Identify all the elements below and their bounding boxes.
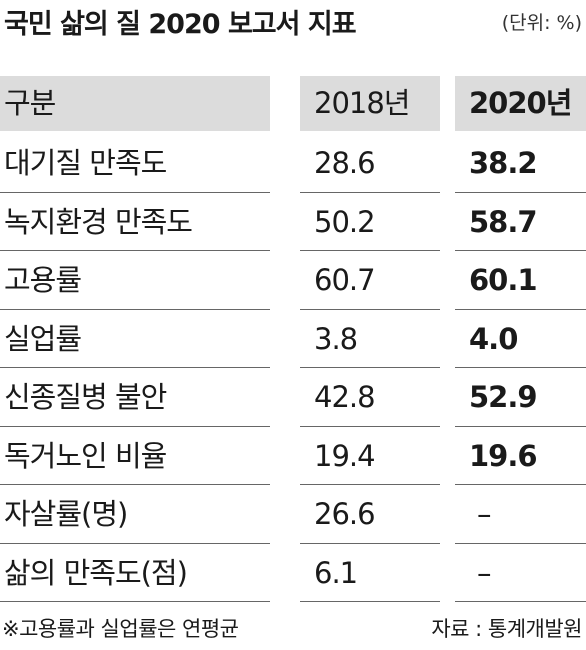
row-separator: [0, 367, 270, 368]
row-label: 대기질 만족도: [4, 146, 167, 180]
cell-value: 52.9: [469, 380, 538, 414]
title: 국민 삶의 질 2020 보고서 지표: [4, 9, 357, 40]
row-label: 자살률(명): [4, 497, 128, 531]
row-separator: [455, 308, 586, 310]
row-separator: [300, 425, 440, 427]
row-label: 실업률: [4, 321, 82, 356]
header-cell-bg: [300, 76, 440, 131]
row-separator: [300, 191, 440, 193]
cell-value: 42.8: [314, 380, 376, 414]
row-separator: [0, 308, 270, 310]
row-label: 독거노인 비율: [4, 438, 167, 473]
row-separator: [300, 308, 440, 310]
cell-value: 3.8: [314, 321, 358, 356]
row-separator: [0, 601, 270, 602]
row-separator: [0, 484, 270, 485]
header-cell-bg: [455, 76, 586, 131]
cell-value: –: [477, 497, 491, 531]
row-separator: [455, 601, 586, 602]
row-separator: [300, 601, 440, 602]
cell-value: 6.1: [314, 555, 358, 590]
row-label: 고용률: [4, 263, 82, 297]
row-label: 삶의 만족도(점): [4, 555, 188, 590]
row-separator: [0, 250, 270, 251]
cell-value: 60.1: [469, 263, 538, 297]
cell-value: 60.7: [314, 263, 376, 297]
column-header: 구분: [4, 86, 56, 120]
cell-value: 58.7: [469, 204, 538, 239]
row-separator: [455, 425, 586, 427]
source: 자료 : 통계개발원: [431, 617, 582, 641]
row-separator: [455, 542, 586, 544]
row-separator: [300, 484, 440, 485]
row-label: 신종질병 불안: [4, 380, 167, 414]
row-separator: [300, 542, 440, 544]
column-header: 2020년: [469, 86, 572, 120]
row-separator: [455, 484, 586, 485]
column-header: 2018년: [314, 86, 410, 120]
row-separator: [455, 367, 586, 368]
cell-value: 26.6: [314, 497, 376, 531]
row-separator: [300, 250, 440, 251]
row-separator: [0, 425, 270, 427]
row-separator: [0, 542, 270, 544]
cell-value: 28.6: [314, 146, 376, 180]
footnote: ※고용률과 실업률은 연평균: [2, 617, 239, 641]
cell-value: 50.2: [314, 204, 376, 239]
row-separator: [0, 191, 270, 193]
cell-value: –: [477, 555, 491, 590]
row-label: 녹지환경 만족도: [4, 204, 193, 239]
unit: (단위: %): [501, 12, 582, 34]
row-separator: [455, 191, 586, 193]
cell-value: 4.0: [469, 321, 518, 356]
row-separator: [300, 367, 440, 368]
cell-value: 19.4: [314, 438, 376, 473]
row-separator: [455, 250, 586, 251]
cell-value: 19.6: [469, 438, 538, 473]
header-cell-bg: [0, 76, 270, 131]
cell-value: 38.2: [469, 146, 538, 180]
